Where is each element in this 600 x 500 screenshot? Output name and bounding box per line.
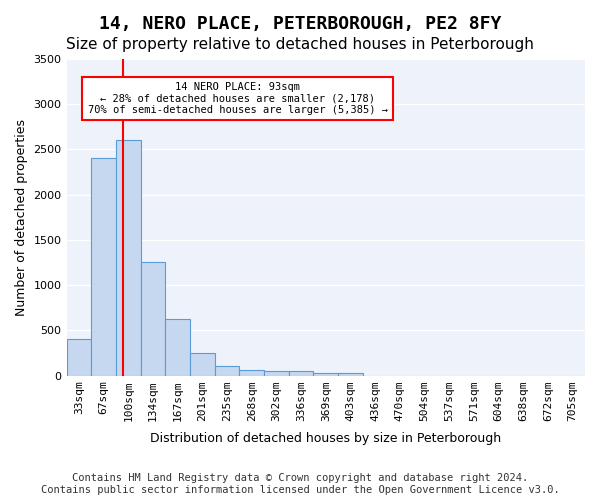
Bar bbox=[264, 370, 289, 376]
Bar bbox=[190, 353, 215, 376]
Text: Size of property relative to detached houses in Peterborough: Size of property relative to detached ho… bbox=[66, 38, 534, 52]
Bar bbox=[91, 158, 116, 376]
Bar bbox=[239, 370, 264, 376]
Text: Contains HM Land Registry data © Crown copyright and database right 2024.
Contai: Contains HM Land Registry data © Crown c… bbox=[41, 474, 559, 495]
Bar bbox=[215, 366, 239, 376]
Bar bbox=[116, 140, 140, 376]
Y-axis label: Number of detached properties: Number of detached properties bbox=[15, 119, 28, 316]
Bar bbox=[165, 318, 190, 376]
Bar bbox=[338, 373, 363, 376]
Text: 14 NERO PLACE: 93sqm
← 28% of detached houses are smaller (2,178)
70% of semi-de: 14 NERO PLACE: 93sqm ← 28% of detached h… bbox=[88, 82, 388, 115]
Bar bbox=[289, 371, 313, 376]
X-axis label: Distribution of detached houses by size in Peterborough: Distribution of detached houses by size … bbox=[150, 432, 502, 445]
Bar bbox=[67, 340, 91, 376]
Text: 14, NERO PLACE, PETERBOROUGH, PE2 8FY: 14, NERO PLACE, PETERBOROUGH, PE2 8FY bbox=[99, 15, 501, 33]
Bar bbox=[313, 373, 338, 376]
Bar bbox=[140, 262, 165, 376]
